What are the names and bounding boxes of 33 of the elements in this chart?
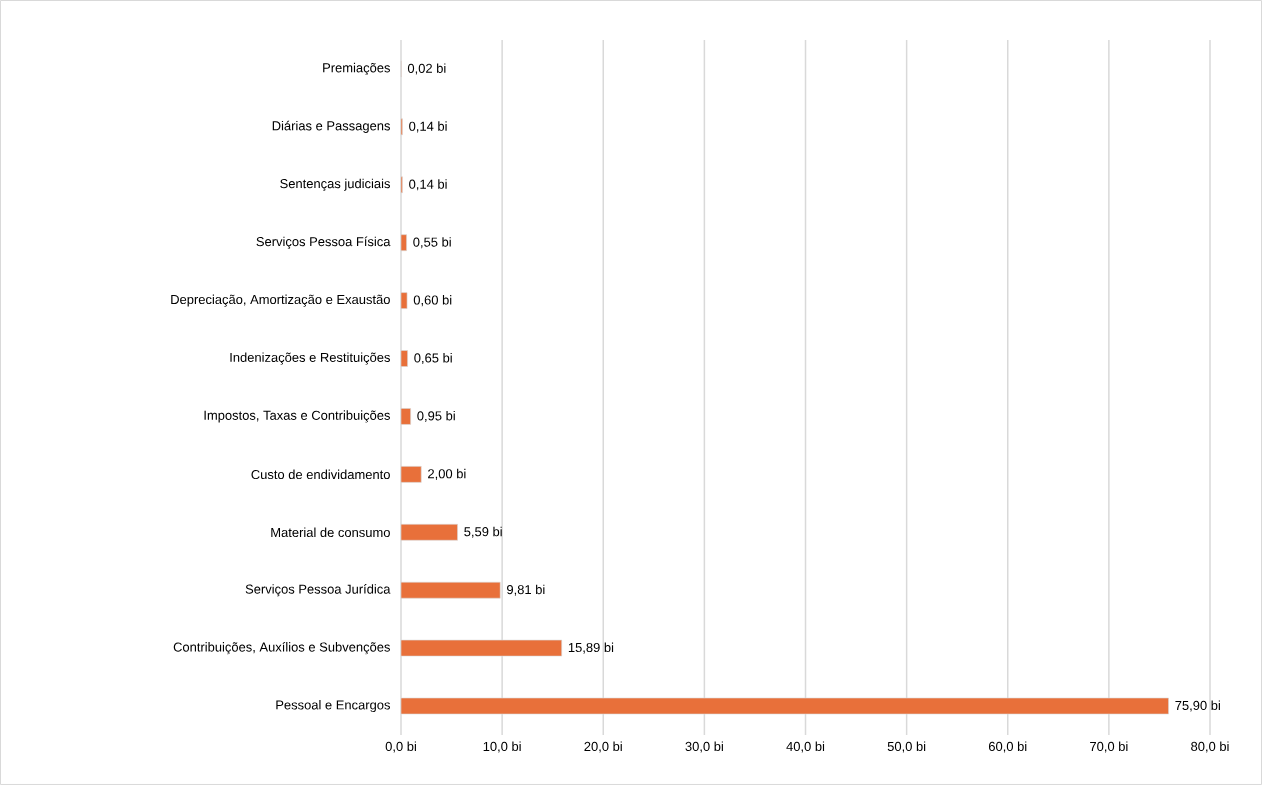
x-tick-label: 30,0 bi (685, 741, 723, 753)
x-tick-label: 50,0 bi (887, 741, 926, 753)
y-tick-label: Depreciação, Amortização e Exaustão (171, 294, 390, 307)
x-tick-label: 10,0 bi (483, 741, 521, 753)
y-tick-label: Impostos, Taxas e Contribuições (204, 410, 390, 423)
data-label: 2,00 bi (428, 468, 466, 480)
y-tick-label: Premiações (323, 62, 391, 76)
x-tick-label: 70,0 bi (1090, 741, 1128, 753)
data-label: 0,60 bi (413, 295, 452, 307)
data-label: 5,59 bi (464, 526, 502, 538)
y-tick-label: Serviços Pessoa Física (256, 236, 391, 249)
data-label: 0,02 bi (407, 63, 446, 75)
y-tick-label: Diárias e Passagens (272, 120, 390, 133)
data-label: 0,95 bi (417, 410, 455, 422)
x-tick-label: 40,0 bi (786, 741, 825, 753)
y-tick-label: Pessoal e Encargos (276, 699, 390, 713)
data-label: 75,90 bi (1175, 700, 1220, 712)
x-tick-label: 80,0 bi (1191, 741, 1229, 753)
x-tick-label: 0,0 bi (385, 741, 416, 753)
data-label: 0,55 bi (413, 237, 451, 249)
y-tick-label: Contribuições, Auxílios e Subvenções (173, 641, 390, 655)
data-label: 9,81 bi (507, 584, 545, 596)
data-label: 0,14 bi (409, 121, 447, 133)
data-label: 15,89 bi (568, 642, 614, 654)
y-tick-label: Indenizações e Restituições (230, 352, 390, 365)
y-tick-label: Material de consumo (271, 527, 390, 538)
y-tick-label: Serviços Pessoa Jurídica (245, 584, 391, 597)
y-tick-label: Custo de endividamento (251, 469, 390, 480)
data-label: 0,14 bi (409, 179, 447, 191)
x-tick-label: 60,0 bi (988, 741, 1027, 753)
x-tick-label: 20,0 bi (584, 741, 622, 753)
data-label: 0,65 bi (414, 353, 452, 365)
y-tick-label: Sentenças judiciais (280, 178, 390, 191)
